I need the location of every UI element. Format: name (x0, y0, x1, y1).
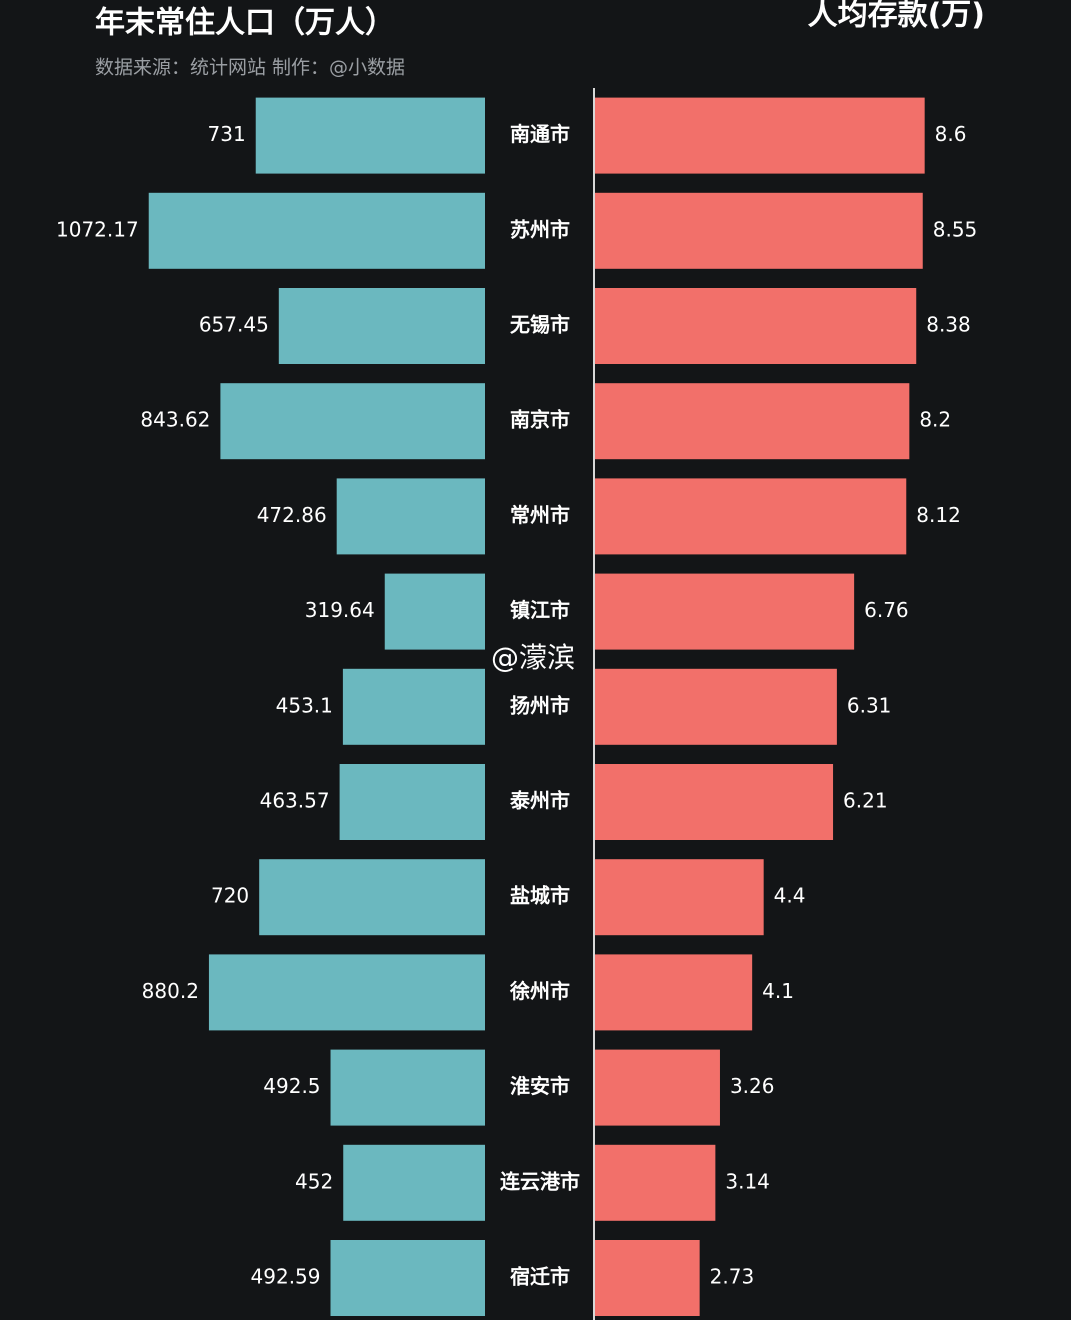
category-label: 扬州市 (510, 693, 570, 717)
right-bar (595, 1049, 720, 1126)
left-bar (342, 668, 485, 745)
subtitle: 数据来源：统计网站 制作：@小数据 (95, 57, 405, 79)
left-bar (255, 97, 485, 174)
right-value-label: 6.21 (843, 789, 888, 813)
left-bar (384, 573, 485, 650)
left-value-label: 731 (208, 122, 246, 146)
category-label: 盐城市 (510, 884, 570, 908)
right-bar (595, 192, 923, 269)
category-label: 镇江市 (510, 598, 570, 622)
right-bar (595, 954, 753, 1031)
right-bar (595, 1240, 700, 1316)
right-bar (595, 1144, 716, 1221)
left-value-label: 1072.17 (56, 217, 139, 241)
right-bar (595, 288, 917, 364)
right-value-label: 2.73 (710, 1265, 755, 1289)
right-value-label: 8.38 (926, 313, 971, 337)
right-bar (595, 383, 910, 460)
left-value-label: 657.45 (199, 313, 269, 337)
right-title: 人均存款(万) (808, 0, 985, 33)
left-bar (148, 192, 485, 269)
left-value-label: 492.59 (251, 1265, 321, 1289)
category-label: 泰州市 (509, 789, 570, 813)
category-label: 徐州市 (509, 979, 570, 1003)
right-bar (595, 97, 925, 174)
left-bar (330, 1049, 485, 1126)
left-bar (336, 478, 485, 555)
left-value-label: 472.86 (257, 503, 327, 527)
right-bar (595, 668, 837, 745)
category-label: 南京市 (510, 408, 570, 432)
right-value-label: 8.12 (916, 503, 961, 527)
right-value-label: 4.1 (762, 979, 794, 1003)
left-bar (220, 383, 485, 460)
category-label: 南通市 (510, 122, 570, 146)
left-value-label: 720 (211, 884, 249, 908)
category-label: 无锡市 (510, 313, 570, 337)
right-value-label: 8.6 (935, 122, 967, 146)
right-value-label: 3.14 (725, 1169, 770, 1193)
left-bar (208, 954, 486, 1031)
left-bar (259, 859, 485, 936)
right-value-label: 6.76 (864, 598, 909, 622)
right-value-label: 3.26 (730, 1074, 775, 1098)
right-value-label: 4.4 (774, 884, 806, 908)
left-value-label: 463.57 (260, 789, 330, 813)
right-value-label: 6.31 (847, 693, 892, 717)
left-bar (343, 1144, 485, 1221)
left-value-label: 492.5 (263, 1074, 320, 1098)
right-value-label: 8.55 (933, 217, 978, 241)
right-value-label: 8.2 (919, 408, 951, 432)
category-label: 常州市 (510, 503, 570, 527)
right-bar (595, 478, 907, 555)
left-bar (278, 288, 485, 364)
left-value-label: 843.62 (140, 408, 210, 432)
left-value-label: 880.2 (142, 979, 199, 1003)
category-label: 苏州市 (510, 217, 570, 241)
right-bar (595, 859, 764, 936)
left-value-label: 453.1 (276, 693, 333, 717)
category-label: 宿迁市 (510, 1265, 570, 1289)
left-bar (339, 764, 485, 840)
watermark: @濛滨 (491, 641, 575, 674)
left-title: 年末常住人口（万人） (95, 6, 395, 41)
category-label: 淮安市 (510, 1074, 570, 1098)
left-bar (330, 1240, 485, 1316)
category-label: 连云港市 (500, 1169, 580, 1193)
right-bar (595, 764, 834, 840)
left-value-label: 319.64 (305, 598, 375, 622)
right-bar (595, 573, 855, 650)
left-value-label: 452 (295, 1169, 333, 1193)
